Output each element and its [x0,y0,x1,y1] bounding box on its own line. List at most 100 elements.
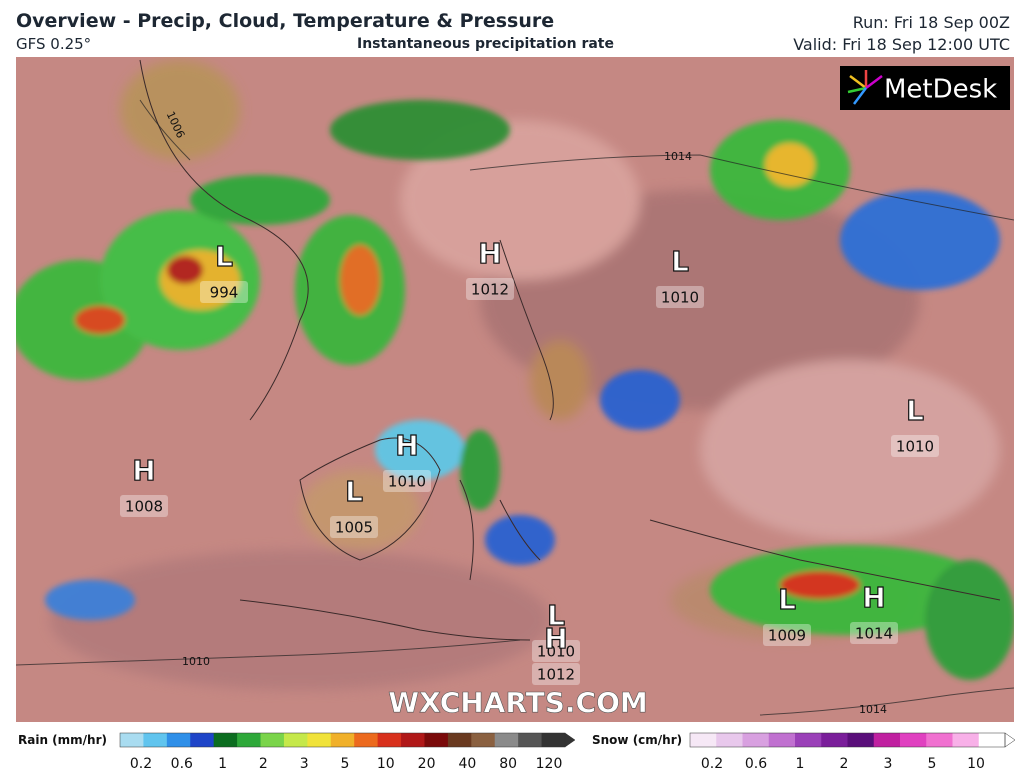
snow-segment [926,733,953,747]
center-value: 1005 [335,519,373,537]
rain-tick-label: 80 [499,756,518,772]
isobar-label: 1014 [664,150,692,163]
rain-segment [377,733,402,747]
center-letter: L [215,240,233,273]
value-box [200,281,248,303]
snow-segment [900,733,927,747]
snow-segment [742,733,770,747]
rain-frame [119,732,566,748]
snow-tick-label: 1 [795,756,805,772]
rain-tick-label: 5 [340,756,350,772]
center-value: 994 [210,284,239,302]
center-value: 1010 [661,289,699,307]
center-value: 1010 [537,643,575,661]
rain-tick-label: 10 [376,756,395,772]
rain-colorbar [119,732,576,748]
center-letter: H [544,622,567,655]
rain-tick-label: 0.2 [129,756,153,772]
rain-tick-label: 120 [535,756,563,772]
isobar-label: 1014 [859,703,887,716]
rain-segment [401,733,425,747]
snow-segment [795,733,822,747]
logo-text: MetDesk [884,75,997,105]
rain-segment [447,733,472,747]
snow-segment [847,733,875,747]
snow-tick-label: 5 [927,756,937,772]
value-box [330,516,378,538]
snow-tick-label: 0.6 [744,756,768,772]
rain-segment [354,733,379,747]
snow-colorbar [689,732,1016,748]
rain-tick-label: 2 [258,756,268,772]
value-box [656,286,704,308]
rain-segment [120,733,144,747]
value-box [850,622,898,644]
map-field [16,57,1014,722]
center-letter: L [778,583,796,616]
logo-box [840,66,1010,110]
rain-legend-title: Rain (mm/hr) [18,733,107,747]
center-letter: H [862,581,885,614]
rain-tick-label: 0.6 [170,756,193,772]
rain-segment [213,733,238,747]
center-letter: L [547,599,565,632]
snow-tick-label: 2 [839,756,849,772]
rain-segment [260,733,285,747]
value-box [891,435,939,457]
snow-tick-label: 0.2 [700,756,724,772]
value-box [383,470,431,492]
value-box [532,663,580,685]
snow-segment [873,733,901,747]
title: Overview - Precip, Cloud, Temperature & … [16,10,555,32]
value-box [466,278,514,300]
center-value: 1010 [896,438,934,456]
snow-arrow [1004,732,1016,748]
watermark: WXCHARTS.COM [388,686,648,719]
snow-segment [690,733,717,747]
rain-segment [494,733,519,747]
rain-segment [283,733,308,747]
value-box [120,495,168,517]
valid-time: Valid: Fri 18 Sep 12:00 UTC [793,35,1010,54]
snow-segment [952,733,980,747]
center-value: 1012 [471,281,509,299]
rain-tick-label: 3 [299,756,309,772]
center-value: 1014 [855,625,893,643]
center-letter: H [478,237,501,270]
value-box [532,640,580,662]
snow-tick-label: 10 [967,756,985,772]
rain-segment [541,733,566,747]
rain-segment [424,733,449,747]
isobar-label: 1010 [182,655,210,668]
run-time: Run: Fri 18 Sep 00Z [852,13,1010,32]
rain-segment [518,733,543,747]
snow-segment [821,733,848,747]
rain-tick-label: 40 [458,756,477,772]
rain-segment [190,733,215,747]
rain-arrow [564,732,576,748]
center-value: 1010 [388,473,426,491]
center-letter: L [906,394,924,427]
snow-frame [689,732,1006,748]
snow-tick-label: 3 [883,756,893,772]
rain-segment [143,733,168,747]
center-letter: H [132,454,155,487]
rain-tick-label: 1 [218,756,228,772]
center-letter: L [345,475,363,508]
product: Instantaneous precipitation rate [357,36,614,52]
center-letter: H [395,429,418,462]
snow-segment [716,733,743,747]
logo-icon [847,70,883,105]
center-letter: L [671,245,689,278]
snow-segment [768,733,796,747]
center-value: 1009 [768,627,806,645]
rain-tick-label: 20 [417,756,436,772]
rain-segment [237,733,262,747]
rain-segment [471,733,496,747]
rain-segment [166,733,191,747]
snow-segment [978,733,1006,747]
